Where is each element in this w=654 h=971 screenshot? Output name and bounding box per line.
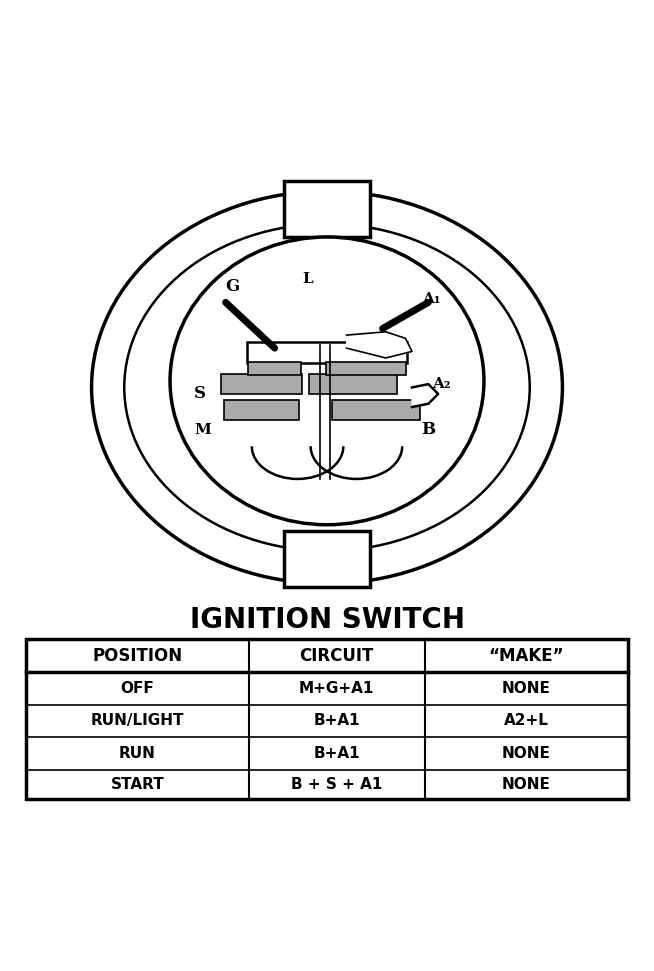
FancyBboxPatch shape bbox=[284, 182, 370, 237]
Text: L: L bbox=[302, 273, 313, 286]
Polygon shape bbox=[412, 385, 438, 407]
FancyBboxPatch shape bbox=[326, 362, 406, 375]
FancyBboxPatch shape bbox=[247, 342, 407, 362]
Text: S: S bbox=[194, 385, 205, 402]
Text: A₁: A₁ bbox=[422, 292, 441, 306]
Text: A₂: A₂ bbox=[432, 377, 451, 391]
Text: CIRCUIT: CIRCUIT bbox=[300, 647, 374, 664]
FancyBboxPatch shape bbox=[224, 400, 299, 420]
Text: B+A1: B+A1 bbox=[313, 746, 360, 761]
Polygon shape bbox=[347, 332, 412, 358]
FancyBboxPatch shape bbox=[332, 400, 420, 420]
Text: B + S + A1: B + S + A1 bbox=[291, 777, 383, 792]
Text: M: M bbox=[194, 423, 211, 437]
Text: IGNITION SWITCH: IGNITION SWITCH bbox=[190, 606, 464, 633]
Text: OFF: OFF bbox=[120, 681, 154, 696]
Text: B+A1: B+A1 bbox=[313, 714, 360, 728]
FancyBboxPatch shape bbox=[221, 374, 302, 394]
FancyBboxPatch shape bbox=[284, 531, 370, 586]
Bar bbox=[26, 639, 628, 799]
Text: START: START bbox=[111, 777, 164, 792]
Text: POSITION: POSITION bbox=[92, 647, 182, 664]
Text: B: B bbox=[421, 421, 436, 439]
Text: NONE: NONE bbox=[502, 746, 551, 761]
Text: NONE: NONE bbox=[502, 777, 551, 792]
Text: RUN: RUN bbox=[119, 746, 156, 761]
Text: M+G+A1: M+G+A1 bbox=[299, 681, 375, 696]
Text: RUN/LIGHT: RUN/LIGHT bbox=[91, 714, 184, 728]
Ellipse shape bbox=[170, 237, 484, 524]
Text: “MAKE”: “MAKE” bbox=[489, 647, 564, 664]
FancyBboxPatch shape bbox=[248, 362, 301, 375]
Text: A2+L: A2+L bbox=[504, 714, 549, 728]
Text: G: G bbox=[225, 278, 239, 294]
Text: NONE: NONE bbox=[502, 681, 551, 696]
FancyBboxPatch shape bbox=[309, 374, 397, 394]
